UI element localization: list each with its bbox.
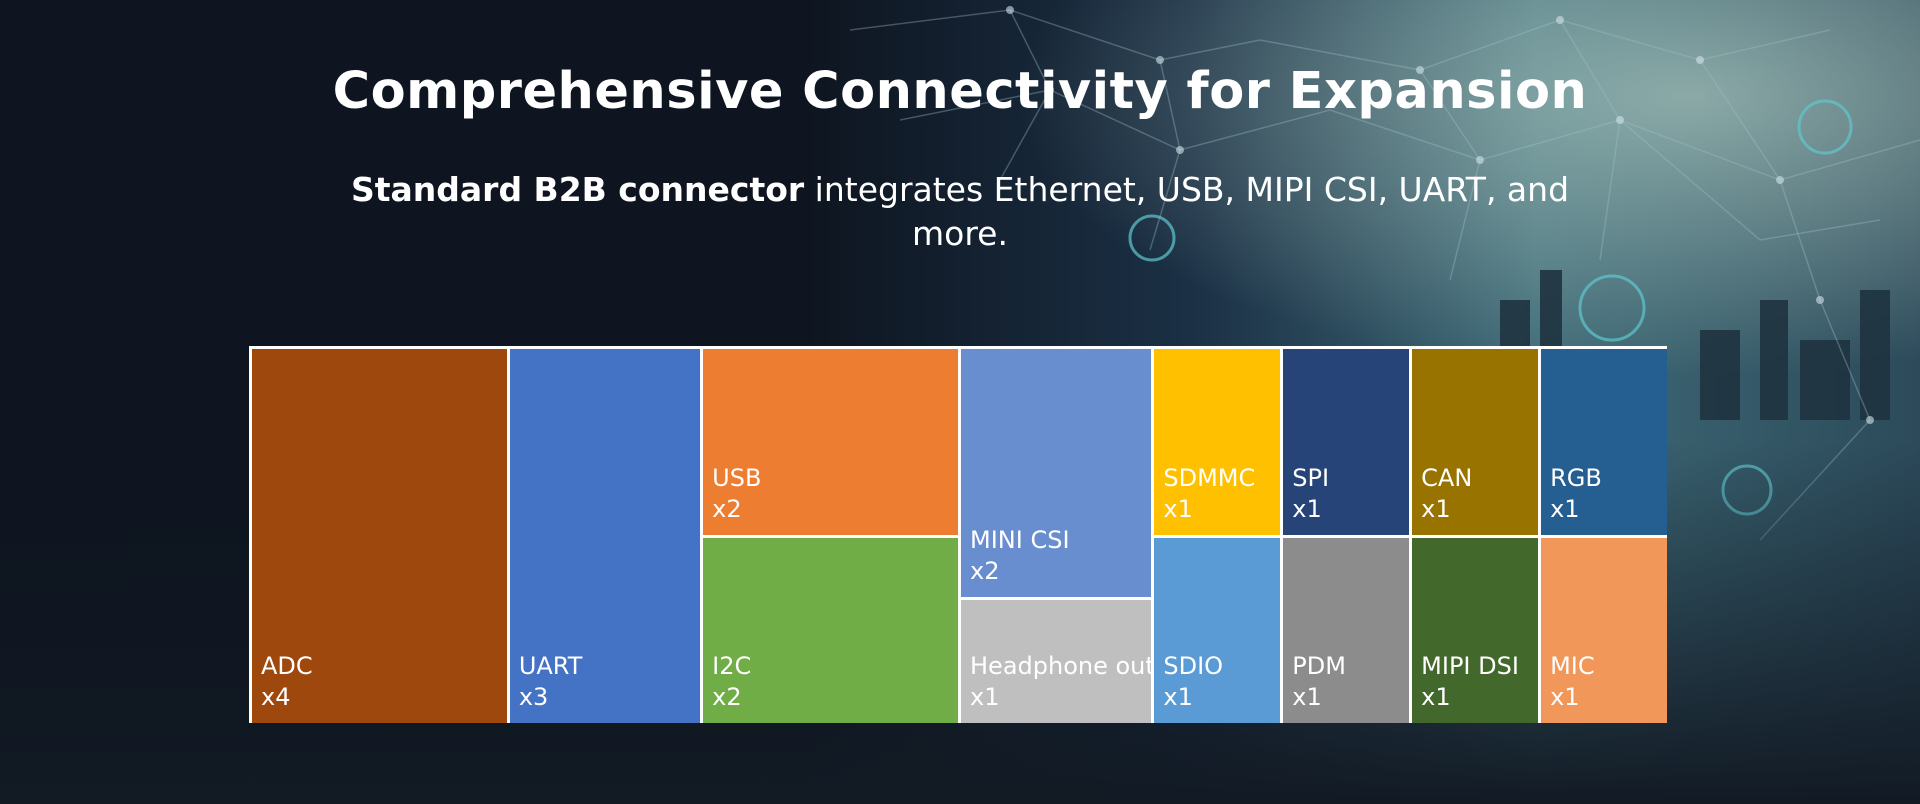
tile-count: x3 xyxy=(518,683,549,711)
tile-label: UART x3 xyxy=(519,651,583,713)
tile-label: SDIO x1 xyxy=(1163,651,1223,713)
tile-name: MIC xyxy=(1550,652,1595,680)
tile-name: PDM xyxy=(1292,652,1346,680)
tile-label: CAN x1 xyxy=(1421,463,1472,525)
tile-label: I2C x2 xyxy=(712,651,751,713)
subtitle-rest: integrates Ethernet, USB, MIPI CSI, UART… xyxy=(804,170,1570,253)
tile-count: x1 xyxy=(1421,683,1451,711)
treemap-tile-mini-csi: MINI CSI x2 xyxy=(961,349,1152,598)
tile-name: SPI xyxy=(1292,463,1330,492)
treemap-tile-sdmmc: SDMMC x1 xyxy=(1154,349,1281,535)
treemap-tile-can: CAN x1 xyxy=(1412,349,1539,535)
tile-name: I2C xyxy=(712,652,752,680)
tile-label: RGB x1 xyxy=(1550,463,1602,525)
treemap-tile-spi: SPI x1 xyxy=(1283,349,1410,535)
tile-count: x4 xyxy=(261,683,291,711)
tile-label: MIPI DSI x1 xyxy=(1421,651,1519,713)
tile-name: SDMMC xyxy=(1163,463,1256,492)
tile-count: x1 xyxy=(970,682,1000,711)
subtitle-strong: Standard B2B connector xyxy=(350,170,805,209)
treemap-tile-headphone-out: Headphone out x1 xyxy=(961,600,1155,723)
tile-label: SDMMC x1 xyxy=(1163,463,1255,525)
treemap-tile-sdio: SDIO x1 xyxy=(1154,537,1281,723)
tile-count: x1 xyxy=(1163,494,1193,523)
tile-name: CAN xyxy=(1421,463,1473,492)
tile-name: ADC xyxy=(261,652,313,680)
tile-name: SDIO xyxy=(1163,652,1224,680)
tile-count: x1 xyxy=(1292,683,1322,711)
treemap-tile-i2c: I2C x2 xyxy=(703,537,958,723)
tile-count: x2 xyxy=(970,557,1000,586)
tile-label: USB x2 xyxy=(712,463,761,525)
tile-count: x1 xyxy=(1163,683,1193,711)
treemap-tile-pdm: PDM x1 xyxy=(1283,537,1410,723)
tile-label: ADC x4 xyxy=(261,651,313,713)
treemap-tile-usb: USB x2 xyxy=(703,349,958,535)
tile-name: UART xyxy=(518,652,583,680)
connectivity-treemap: ADC x4 UART x3 USB x2 I2C x2 MINI CSI x2 Headphone… xyxy=(249,346,1667,723)
tile-count: x2 xyxy=(712,683,742,711)
tile-label: Headphone out x1 xyxy=(970,651,1155,713)
treemap-tile-mic: MIC x1 xyxy=(1541,537,1667,723)
tile-label: SPI x1 xyxy=(1292,463,1329,525)
treemap-tile-mipi-dsi: MIPI DSI x1 xyxy=(1412,537,1539,723)
treemap-tile-uart: UART x3 xyxy=(509,349,701,723)
tile-count: x1 xyxy=(1550,683,1580,711)
tile-count: x2 xyxy=(712,494,742,523)
tile-name: RGB xyxy=(1550,463,1602,492)
page-title: Comprehensive Connectivity for Expansion xyxy=(332,62,1588,121)
page-subtitle: Standard B2B connector integrates Ethern… xyxy=(340,168,1580,256)
tile-name: MIPI DSI xyxy=(1421,652,1519,680)
tile-label: MINI CSI x2 xyxy=(970,525,1070,587)
tile-label: MIC x1 xyxy=(1550,651,1595,713)
tile-count: x1 xyxy=(1421,494,1451,523)
tile-name: MINI CSI xyxy=(970,526,1070,555)
tile-count: x1 xyxy=(1292,494,1322,523)
tile-count: x1 xyxy=(1550,494,1580,523)
tile-name: Headphone out xyxy=(970,651,1155,680)
treemap-tile-adc: ADC x4 xyxy=(252,349,507,723)
tile-label: PDM x1 xyxy=(1292,651,1346,713)
tile-name: USB xyxy=(712,463,762,492)
treemap-tile-rgb: RGB x1 xyxy=(1541,349,1667,535)
